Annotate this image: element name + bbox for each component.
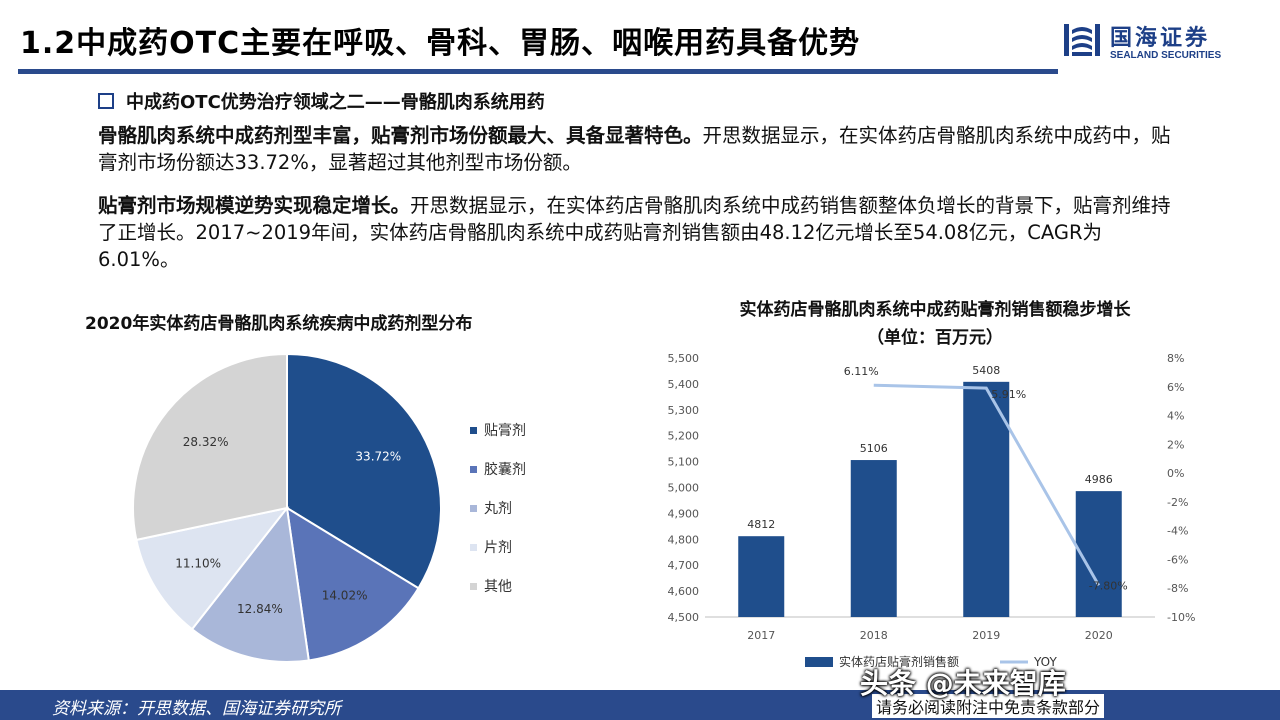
pie-legend-label: 其他 [484,579,512,595]
pie-legend-swatch [470,544,477,551]
pie-data-label: 33.72% [355,450,401,464]
paragraph-2: 贴膏剂市场规模逆势实现稳定增长。开思数据显示，在实体药店骨骼肌肉系统中成药销售额… [98,192,1178,273]
y-axis-tick-label: 5,200 [668,430,700,443]
x-axis-tick-label: 2020 [1085,629,1113,642]
bar [1075,491,1122,617]
y2-axis-tick-label: -8% [1167,582,1188,595]
legend-label-bar: 实体药店贴膏剂销售额 [839,654,959,669]
x-axis-tick-label: 2019 [972,629,1000,642]
section-heading: 中成药OTC优势治疗领域之二——骨骼肌肉系统用药 [98,88,545,114]
bar-chart-title-main: 实体药店骨骼肌肉系统中成药贴膏剂销售额稳步增长 [739,300,1131,320]
yoy-data-label: 6.11% [844,365,879,378]
y-axis-tick-label: 4,800 [668,533,700,546]
pie-legend-swatch [470,505,477,512]
watermark: 头条 @未来智库 [860,667,1066,700]
bar [963,381,1010,617]
square-bullet-icon [98,93,114,109]
footer-disclaimer: 请务必阅读附注中免责条款部分 [872,694,1105,718]
bar-line-chart: 4,500 4,600 4,700 4,800 4,900 5,000 5,100 5,200… [668,352,1196,669]
pie-legend-label: 胶囊剂 [484,461,526,478]
pie-slice [135,506,290,631]
page-title: 1.2中成药OTC主要在呼吸、骨科、胃肠、咽喉用药具备优势 [20,26,861,61]
y2-axis-tick-label: -2% [1167,496,1188,509]
bar [850,460,897,617]
pie-chart-title: 2020年实体药店骨骼肌肉系统疾病中成药剂型分布 [85,314,473,334]
y-axis-tick-label: 5,100 [668,456,700,469]
legend-swatch-bar [805,657,833,667]
y2-axis-tick-label: 0% [1167,467,1184,480]
pie-data-label: 12.84% [237,602,283,616]
pie-data-label: 11.10% [175,556,221,570]
y-axis-tick-label: 5,400 [668,378,700,391]
pie-legend-label: 片剂 [484,540,512,556]
bar-data-label: 4812 [747,518,775,531]
bar-data-label: 4986 [1085,473,1113,486]
header-rule [18,69,1058,74]
paragraph-1-body: 开思数据显示，在实体药店骨骼肌肉系统中成药中，贴膏剂市场份额达33.72%，显著… [98,124,1171,174]
y-axis-tick-label: 4,500 [668,611,700,624]
pie-legend-label: 丸剂 [484,501,512,517]
x-axis-tick-label: 2017 [747,629,775,642]
bar-chart-subtitle: （单位：百万元） [867,328,1003,348]
logo-text-cn: 国海证券 [1110,26,1211,51]
pie-slice [132,352,288,542]
paragraph-1: 骨骼肌肉系统中成药剂型丰富，贴膏剂市场份额最大、具备显著特色。开思数据显示，在实… [98,122,1178,176]
section-title: 中成药OTC优势治疗领域之二——骨骼肌肉系统用药 [126,92,545,113]
paragraph-2-body: 开思数据显示，在实体药店骨骼肌肉系统中成药销售额整体负增长的背景下，贴膏剂维持了… [98,194,1171,271]
pie-data-label: 14.02% [322,588,368,602]
y2-axis-tick-label: 8% [1167,352,1184,365]
y-axis-tick-label: 4,900 [668,507,700,520]
legend-label-line: YOY [1033,655,1057,669]
yoy-line [873,383,1101,587]
y2-axis-tick-label: 2% [1167,438,1184,451]
pie-legend-swatch [470,466,477,473]
y-axis-tick-label: 5,000 [668,482,700,495]
x-axis-tick-label: 2018 [860,629,888,642]
y2-axis-tick-label: -4% [1167,525,1188,538]
y2-axis-tick-label: 6% [1167,381,1184,394]
pie-slice [286,352,442,590]
footer-source: 资料来源：开思数据、国海证券研究所 [52,699,341,719]
paragraph-2-lead: 贴膏剂市场规模逆势实现稳定增长。 [98,194,411,217]
y2-axis-tick-label: -6% [1167,553,1188,566]
yoy-data-label: -7.80% [1089,579,1128,592]
pie-legend-swatch [470,427,477,434]
y-axis-tick-label: 5,500 [668,352,700,365]
pie-data-label: 28.32% [183,435,229,449]
bar-data-label: 5106 [860,442,888,455]
logo-text-en: SEALAND SECURITIES [1110,50,1222,61]
y-axis-tick-label: 5,300 [668,404,700,417]
bar-data-label: 5408 [972,364,1000,377]
pie-slice [285,506,420,662]
pie-legend-swatch [470,583,477,590]
y2-axis-tick-label: 4% [1167,410,1184,423]
pie-legend-label: 贴膏剂 [484,422,526,439]
company-logo: 国海证券 SEALAND SECURITIES [1062,20,1262,70]
y-axis-tick-label: 4,600 [668,585,700,598]
sealand-logo-icon [1064,24,1100,56]
bar-chart-title: 实体药店骨骼肌肉系统中成药贴膏剂销售额稳步增长 （单位：百万元） [690,296,1180,352]
bar [738,536,785,617]
paragraph-1-lead: 骨骼肌肉系统中成药剂型丰富，贴膏剂市场份额最大、具备显著特色。 [98,124,703,147]
pie-chart: 33.72% 14.02% 12.84% 11.10% 28.32% 贴膏剂胶囊剂丸剂片剂… [132,352,526,663]
y-axis-tick-label: 4,700 [668,559,700,572]
y2-axis-tick-label: -10% [1167,611,1195,624]
pie-slice [190,505,310,663]
yoy-data-label: 5.91% [991,388,1026,401]
